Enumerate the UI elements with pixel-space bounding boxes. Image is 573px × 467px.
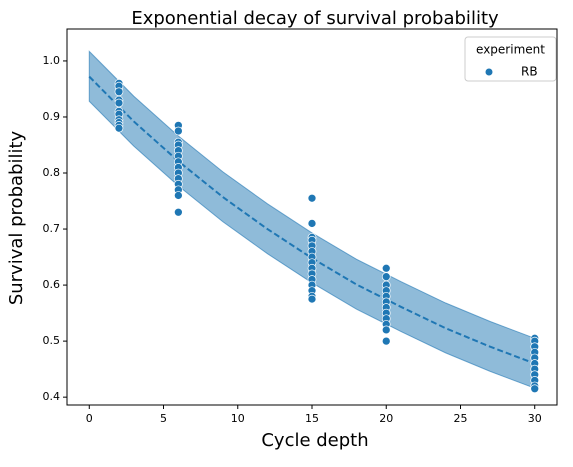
chart-title: Exponential decay of survival probabilit… [131, 8, 499, 29]
scatter-point [307, 219, 317, 228]
y-tick-label: 1.0 [43, 54, 61, 67]
scatter-point [174, 126, 183, 136]
legend-label: RB [521, 65, 538, 79]
scatter-point [307, 193, 317, 203]
scatter-point [307, 294, 317, 304]
x-axis-label: Cycle depth [261, 430, 368, 451]
scatter-point [174, 191, 183, 200]
y-tick-label: 0.8 [43, 166, 61, 179]
y-axis-label: Survival probability [6, 130, 27, 305]
x-tick-label: 5 [160, 412, 167, 425]
x-tick-label: 30 [528, 412, 542, 425]
legend-title: experiment [476, 43, 545, 57]
scatter-point [174, 207, 183, 217]
scatter-point [114, 87, 124, 97]
scatter-point [530, 384, 540, 394]
plot-frame [66, 28, 558, 406]
scatter-point [381, 272, 391, 282]
x-tick-label: 10 [231, 412, 245, 425]
scatter-point [381, 336, 391, 346]
y-tick-label: 0.6 [43, 278, 61, 291]
x-tick-label: 20 [379, 412, 393, 425]
y-tick-label: 0.9 [43, 110, 61, 123]
y-tick-label: 0.5 [43, 334, 61, 347]
scatter-point [114, 98, 124, 108]
y-tick-label: 0.7 [43, 222, 61, 235]
x-tick-label: 15 [305, 412, 319, 425]
x-tick-label: 0 [86, 412, 93, 425]
scatter-point [381, 263, 391, 273]
y-tick-label: 0.4 [43, 390, 61, 403]
scatter-point [114, 123, 124, 133]
scatter-point [381, 325, 391, 335]
x-tick-label: 25 [453, 412, 467, 425]
legend-marker [484, 67, 494, 77]
